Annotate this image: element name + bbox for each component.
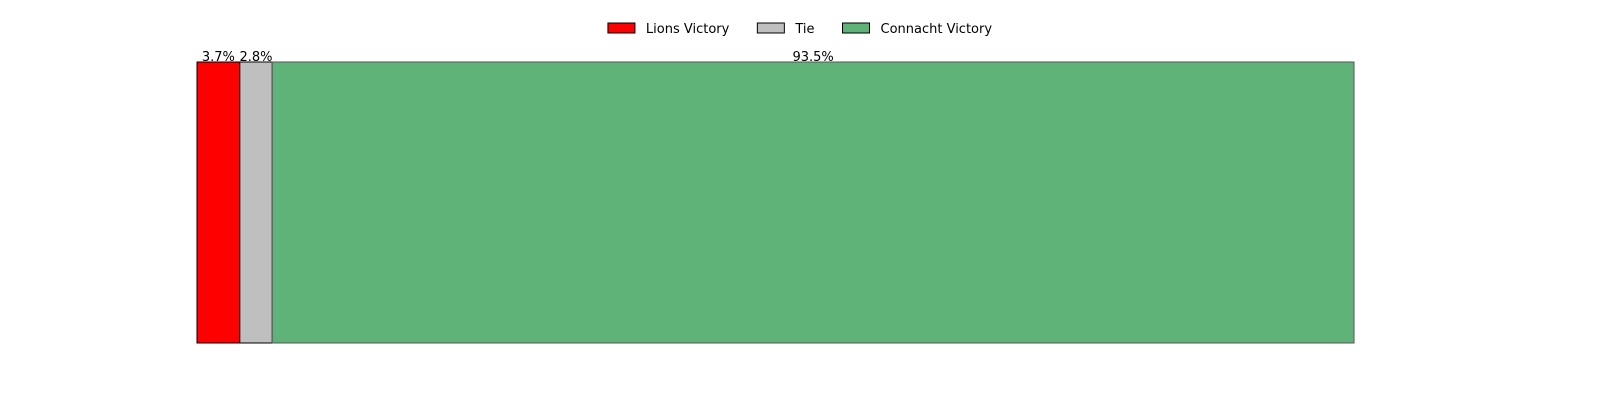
legend-item-connacht-victory: Connacht Victory bbox=[842, 22, 993, 37]
bar-segment-tie bbox=[239, 61, 273, 344]
bar-segment-connacht-victory bbox=[271, 61, 1355, 344]
data-label-group: 3.7% 2.8% 93.5% bbox=[202, 50, 834, 65]
data-label-tie: 2.8% bbox=[239, 50, 272, 65]
legend-swatch-lions-victory bbox=[607, 22, 636, 34]
legend-label-lions-victory: Lions Victory bbox=[646, 22, 730, 37]
data-label-lions-victory: 3.7% bbox=[202, 50, 235, 65]
legend-swatch-connacht-victory bbox=[842, 22, 871, 34]
legend-swatch-tie bbox=[756, 22, 785, 34]
legend-item-tie: Tie bbox=[756, 22, 815, 37]
legend-label-tie: Tie bbox=[794, 22, 814, 37]
data-label-connacht-victory: 93.5% bbox=[792, 50, 833, 65]
bar-group bbox=[196, 61, 1355, 344]
legend: Lions Victory Tie Connacht Victory bbox=[607, 22, 993, 37]
legend-item-lions-victory: Lions Victory bbox=[607, 22, 730, 37]
bar-segment-lions-victory bbox=[196, 61, 241, 344]
legend-label-connacht-victory: Connacht Victory bbox=[881, 22, 993, 37]
